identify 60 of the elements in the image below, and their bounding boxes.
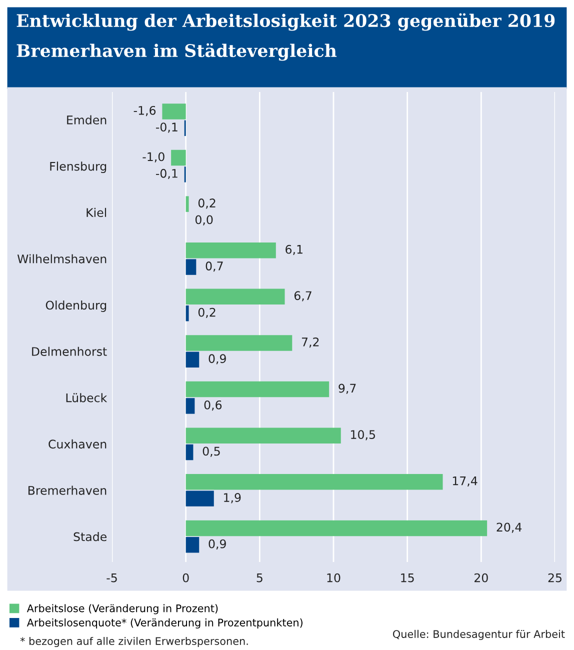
bar — [171, 150, 186, 166]
bar — [186, 490, 214, 506]
y-tick-label: Flensburg — [50, 162, 106, 174]
legend-label: Arbeitslose (Veränderung in Prozent) — [26, 604, 218, 614]
data-label: -1,6 — [134, 106, 156, 116]
y-tick-label: Stade — [74, 532, 107, 542]
bar — [186, 398, 195, 414]
x-tick-label: 10 — [327, 573, 340, 582]
data-label: 6,7 — [294, 291, 312, 302]
data-label: 0,5 — [202, 446, 220, 457]
data-label: 0,9 — [208, 354, 226, 364]
x-tick-label: 5 — [256, 573, 262, 582]
x-tick-label: -5 — [106, 573, 117, 582]
bar — [186, 428, 341, 444]
x-tick-label: 25 — [548, 573, 562, 582]
bar — [186, 520, 488, 536]
bar — [186, 335, 292, 351]
y-tick-label: Delmenhorst — [32, 346, 107, 356]
bar — [186, 381, 330, 398]
bar — [186, 536, 200, 553]
text: * bezogen auf alle zivilen Erwerbspersonen. — [20, 636, 248, 648]
x-tick-label: 0 — [182, 573, 189, 582]
x-tick-label: 20 — [474, 573, 488, 582]
data-label: 17,4 — [452, 476, 478, 487]
data-label: 6,1 — [286, 244, 302, 255]
bar — [186, 305, 189, 322]
data-label: 0,7 — [206, 262, 223, 272]
data-label: 20,4 — [496, 522, 522, 533]
legend-label: Arbeitslosenquote* (Veränderung in Prozentpunkten) — [26, 618, 302, 628]
bar — [186, 288, 285, 305]
y-tick-label: Wilhelmshaven — [17, 254, 106, 264]
y-tick-label: Kiel — [86, 208, 106, 218]
bar — [186, 259, 196, 275]
bar — [186, 474, 443, 490]
x-tick-label: 15 — [401, 573, 414, 582]
bar — [186, 242, 276, 258]
data-label: 9,7 — [338, 384, 356, 394]
data-label: 0,0 — [195, 215, 213, 226]
chart-title: Entwicklung der Arbeitslosigkeit 2023 gegenüber 2019 — [16, 13, 555, 31]
data-label: -0,1 — [156, 168, 178, 180]
y-tick-label: Lübeck — [66, 393, 108, 402]
bar — [162, 104, 186, 120]
data-label: 0,2 — [198, 308, 216, 318]
data-label: 1,9 — [224, 493, 241, 504]
y-tick-label: Cuxhaven — [48, 439, 106, 449]
data-label: 0,6 — [204, 400, 222, 411]
data-label: -1,0 — [142, 152, 164, 162]
y-tick-label: Emden — [67, 115, 106, 124]
bar — [186, 352, 200, 368]
bar — [186, 444, 194, 460]
y-tick-label: Oldenburg — [46, 300, 106, 312]
data-label: 7,2 — [302, 337, 319, 348]
y-tick-label: Bremerhaven — [28, 486, 106, 495]
data-label: 0,2 — [198, 198, 216, 209]
bar — [186, 196, 189, 212]
data-label: 10,5 — [351, 430, 375, 440]
data-label: -0,1 — [156, 122, 178, 133]
chart-subtitle: Bremerhaven im Städtevergleich — [16, 43, 337, 61]
source-note: Quelle: Bundesagentur für Arbeit — [393, 630, 565, 640]
data-label: 0,9 — [208, 539, 226, 550]
